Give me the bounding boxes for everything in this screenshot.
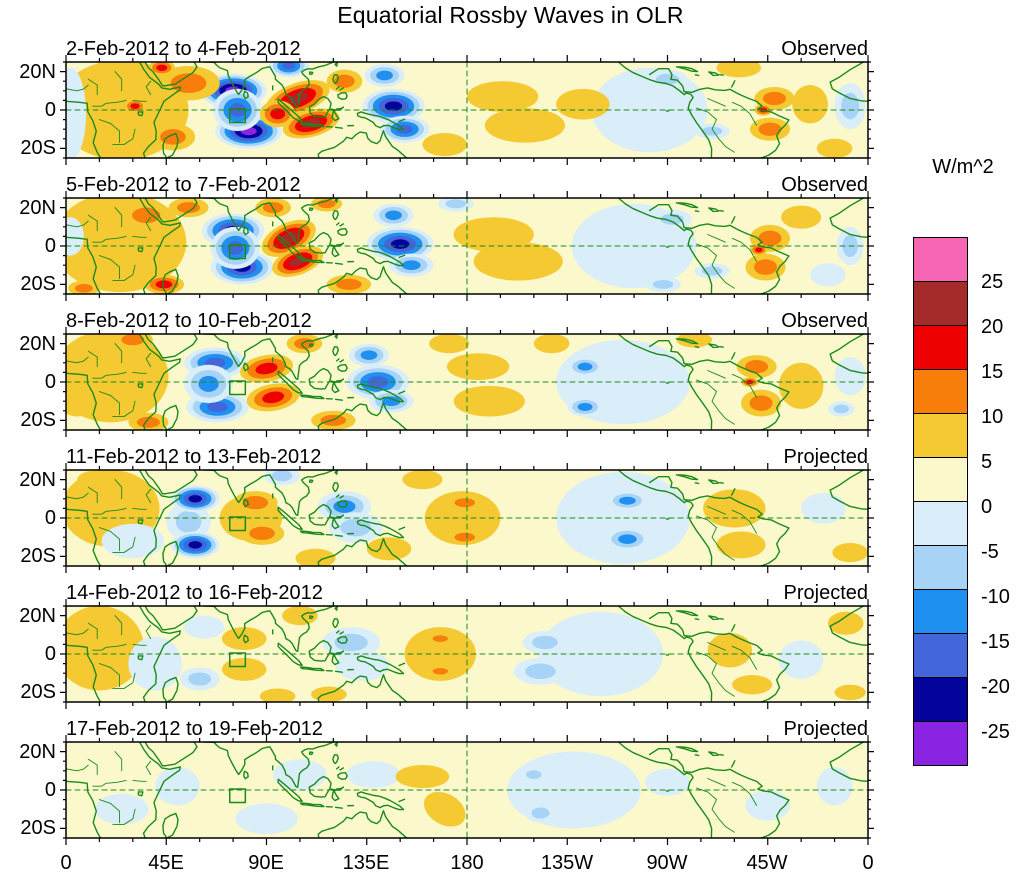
- map-panel-1: 2-Feb-2012 to 4-Feb-2012 Observed 20N 0 …: [0, 38, 1021, 166]
- map-canvas: [58, 734, 876, 846]
- y-tick-label-20s: 20S: [20, 681, 56, 703]
- x-tick-label: 0: [60, 852, 72, 874]
- colorbar: [913, 237, 968, 766]
- colorbar-tick-label: 0: [981, 496, 993, 518]
- colorbar-cell: [913, 281, 968, 326]
- colorbar-cell: [913, 721, 968, 766]
- colorbar-cell: [913, 677, 968, 722]
- colorbar-cell: [913, 325, 968, 370]
- map-panel-4: 11-Feb-2012 to 13-Feb-2012 Projected 20N…: [0, 446, 1021, 574]
- y-tick-label-0: 0: [44, 643, 56, 665]
- colorbar-tick-label: 10: [981, 406, 1004, 428]
- map-canvas: [58, 54, 876, 166]
- colorbar-cell: [913, 545, 968, 590]
- colorbar-cell: [913, 501, 968, 546]
- map-canvas: [58, 326, 876, 438]
- y-tick-label-20s: 20S: [20, 545, 56, 567]
- x-tick-label: 0: [862, 852, 874, 874]
- y-tick-label-20n: 20N: [19, 605, 56, 627]
- colorbar-cell: [913, 369, 968, 414]
- colorbar-cell: [913, 237, 968, 282]
- y-tick-label-20s: 20S: [20, 817, 56, 839]
- y-tick-label-20n: 20N: [19, 197, 56, 219]
- map-canvas: [58, 190, 876, 302]
- x-tick-label: 45E: [148, 852, 184, 874]
- y-tick-label-20s: 20S: [20, 137, 56, 159]
- colorbar-cell: [913, 633, 968, 678]
- map-canvas: [58, 462, 876, 574]
- y-tick-label-0: 0: [44, 99, 56, 121]
- x-tick-label: 180: [450, 852, 484, 874]
- map-panel-2: 5-Feb-2012 to 7-Feb-2012 Observed 20N 0 …: [0, 174, 1021, 302]
- figure-title: Equatorial Rossby Waves in OLR: [337, 2, 684, 28]
- colorbar-cell: [913, 413, 968, 458]
- colorbar-cell: [913, 457, 968, 502]
- colorbar-tick-label: 20: [981, 316, 1004, 338]
- colorbar-tick-label: -20: [981, 676, 1010, 698]
- y-tick-label-0: 0: [44, 779, 56, 801]
- map-panel-6: 17-Feb-2012 to 19-Feb-2012 Projected 20N…: [0, 718, 1021, 846]
- colorbar-tick-label: 15: [981, 361, 1004, 383]
- colorbar-tick-label: -15: [981, 631, 1010, 653]
- colorbar-units-label: W/m^2: [932, 156, 994, 178]
- x-tick-label: 135E: [342, 852, 390, 874]
- colorbar-tick-label: -25: [981, 721, 1010, 743]
- y-tick-label-20s: 20S: [20, 409, 56, 431]
- map-panel-3: 8-Feb-2012 to 10-Feb-2012 Observed 20N 0…: [0, 310, 1021, 438]
- y-tick-label-20n: 20N: [19, 469, 56, 491]
- map-canvas: [58, 598, 876, 710]
- y-tick-label-0: 0: [44, 235, 56, 257]
- x-tick-label: 135W: [540, 852, 594, 874]
- colorbar-tick-label: -5: [981, 541, 999, 563]
- x-tick-label: 90W: [646, 852, 688, 874]
- y-tick-label-20n: 20N: [19, 61, 56, 83]
- y-tick-label-20n: 20N: [19, 333, 56, 355]
- y-tick-label-20s: 20S: [20, 273, 56, 295]
- colorbar-tick-label: 5: [981, 451, 993, 473]
- x-tick-label: 45W: [746, 852, 788, 874]
- colorbar-tick-label: 25: [981, 271, 1004, 293]
- colorbar-cell: [913, 589, 968, 634]
- map-panel-5: 14-Feb-2012 to 16-Feb-2012 Projected 20N…: [0, 582, 1021, 710]
- y-tick-label-20n: 20N: [19, 741, 56, 763]
- y-tick-label-0: 0: [44, 371, 56, 393]
- colorbar-tick-label: -10: [981, 586, 1010, 608]
- x-tick-label: 90E: [248, 852, 284, 874]
- y-tick-label-0: 0: [44, 507, 56, 529]
